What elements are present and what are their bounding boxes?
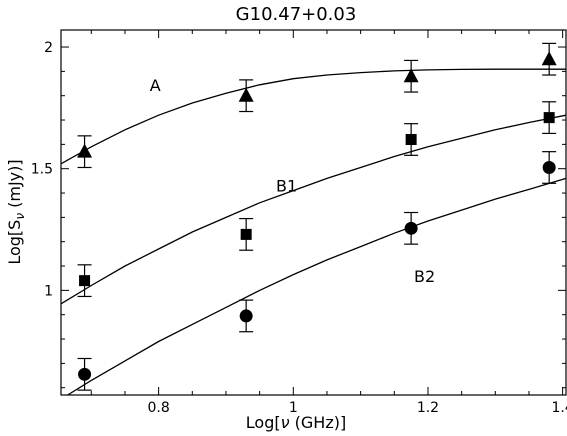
y-axis-label: Log[Sν (mJy)]: [5, 159, 27, 264]
data-point-b2: [404, 221, 418, 235]
x-axis-label-symbol: ν: [281, 413, 290, 432]
data-point-a: [403, 68, 419, 83]
x-tick-label: 1.4: [552, 400, 567, 416]
data-point-b1: [543, 112, 555, 124]
x-tick-label: 1.2: [417, 400, 439, 416]
data-point-a: [541, 51, 557, 66]
series-label-a: A: [150, 76, 161, 95]
x-axis-label: Log[ν (GHz)]: [246, 413, 346, 432]
x-axis-label-post: (GHz)]: [290, 413, 347, 432]
tick-labels: 0.8 1 1.2 1.4 1 1.5 2: [31, 40, 567, 416]
y-tick-label: 1: [44, 283, 53, 299]
plot-frame: [60, 29, 567, 396]
series-labels: A B1 B2: [150, 76, 435, 286]
fit-curve-b1: [60, 114, 567, 305]
data-point-b2: [78, 367, 92, 381]
fit-curve-b2: [67, 177, 567, 396]
chart-title: G10.47+0.03: [236, 4, 357, 25]
fit-curve-a: [60, 68, 566, 165]
y-axis-label-subscript: ν: [13, 213, 27, 220]
axis-ticks: [61, 30, 566, 395]
y-axis-label-post: (mJy)]: [5, 159, 24, 213]
x-tick-label: 1: [289, 400, 298, 416]
error-bars: [77, 42, 557, 391]
fit-curves: [60, 68, 567, 396]
data-point-a: [77, 143, 93, 158]
y-axis-label-pre: Log[S: [5, 220, 24, 265]
series-label-b1: B1: [276, 177, 297, 196]
data-point-b1: [405, 134, 417, 145]
data-point-b1: [79, 275, 91, 287]
x-tick-label: 0.8: [148, 400, 170, 416]
x-axis-label-pre: Log[: [246, 413, 281, 432]
y-tick-label: 2: [44, 40, 53, 56]
data-point-b2: [542, 160, 556, 174]
y-tick-label: 1.5: [31, 162, 53, 178]
data-point-a: [238, 87, 254, 102]
data-point-b2: [239, 309, 253, 323]
data-point-b1: [240, 228, 252, 240]
data-markers: [77, 51, 557, 381]
series-label-b2: B2: [414, 267, 435, 286]
